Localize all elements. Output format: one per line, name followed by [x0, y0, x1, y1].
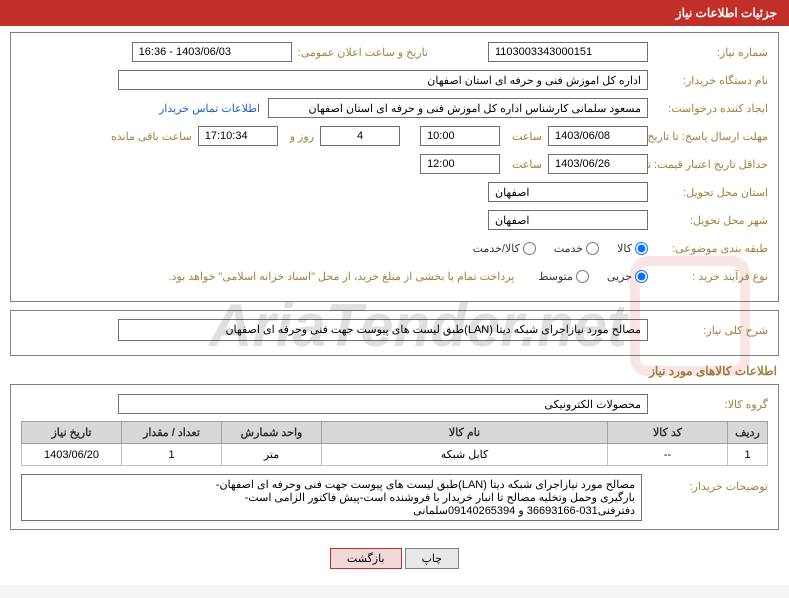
time-label-2: ساعت — [506, 158, 542, 171]
cell-name: کابل شبکه — [322, 444, 608, 466]
cell-idx: 1 — [728, 444, 768, 466]
table-row: 1 -- کابل شبکه متر 1 1403/06/20 — [22, 444, 768, 466]
radio-medium[interactable]: متوسط — [538, 270, 589, 283]
col-qty: تعداد / مقدار — [122, 422, 222, 444]
page-title: جزئیات اطلاعات نیاز — [676, 6, 777, 20]
need-no-label: شماره نیاز: — [648, 46, 768, 59]
time-label-1: ساعت — [506, 130, 542, 143]
radio-goods[interactable]: کالا — [617, 242, 648, 255]
goods-section: گروه کالا: محصولات الکترونیکی ردیف کد کا… — [10, 384, 779, 530]
category-label: طبقه بندی موضوعی: — [648, 242, 768, 255]
summary-section: شرح کلی نیاز: مصالح مورد نیازاجرای شبکه … — [10, 310, 779, 356]
page-header: جزئیات اطلاعات نیاز — [0, 0, 789, 26]
buyer-org-label: نام دستگاه خریدار: — [648, 74, 768, 87]
cell-unit: متر — [222, 444, 322, 466]
cell-code: -- — [608, 444, 728, 466]
table-header-row: ردیف کد کالا نام کالا واحد شمارش تعداد /… — [22, 422, 768, 444]
col-unit: واحد شمارش — [222, 422, 322, 444]
cell-qty: 1 — [122, 444, 222, 466]
buy-type-radio-group: جزیی متوسط — [524, 270, 648, 283]
min-valid-time-field: 12:00 — [420, 154, 500, 174]
radio-small-input[interactable] — [635, 270, 648, 283]
reply-deadline-label: مهلت ارسال پاسخ: تا تاریخ: — [648, 130, 768, 143]
buyer-notes-label: توضیحات خریدار: — [648, 474, 768, 493]
main-info-section: شماره نیاز: 1103003343000151 تاریخ و ساع… — [10, 32, 779, 302]
goods-info-title: اطلاعات کالاهای مورد نیاز — [12, 364, 777, 378]
summary-field: مصالح مورد نیازاجرای شبکه دیتا (LAN)طبق … — [118, 319, 648, 341]
col-name: نام کالا — [322, 422, 608, 444]
days-label: روز و — [284, 130, 314, 143]
button-row: چاپ بازگشت — [10, 538, 779, 579]
col-code: کد کالا — [608, 422, 728, 444]
col-date: تاریخ نیاز — [22, 422, 122, 444]
radio-both[interactable]: کالا/خدمت — [473, 242, 536, 255]
buyer-notes-field: مصالح مورد نیازاجرای شبکه دیتا (LAN)طبق … — [21, 474, 642, 521]
days-remaining-field: 4 — [320, 126, 400, 146]
print-button[interactable]: چاپ — [405, 548, 460, 569]
reply-time-field: 10:00 — [420, 126, 500, 146]
delivery-province-label: استان محل تحویل: — [648, 186, 768, 199]
radio-service[interactable]: خدمت — [554, 242, 599, 255]
buyer-org-field: اداره کل اموزش فنی و حرفه ای استان اصفها… — [118, 70, 648, 90]
contact-buyer-link[interactable]: اطلاعات تماس خریدار — [159, 102, 260, 115]
need-no-field: 1103003343000151 — [488, 42, 648, 62]
min-valid-label: حداقل تاریخ اعتبار قیمت: تا تاریخ: — [648, 158, 768, 171]
category-radio-group: کالا خدمت کالا/خدمت — [459, 242, 648, 255]
payment-note: پرداخت تمام یا بخشی از مبلغ خرید، از محل… — [169, 270, 515, 283]
group-field: محصولات الکترونیکی — [118, 394, 648, 414]
announce-label: تاریخ و ساعت اعلان عمومی: — [292, 46, 428, 59]
goods-table: ردیف کد کالا نام کالا واحد شمارش تعداد /… — [21, 421, 768, 466]
summary-label: شرح کلی نیاز: — [648, 324, 768, 337]
buy-type-label: نوع فرآیند خرید : — [648, 270, 768, 283]
delivery-city-field: اصفهان — [488, 210, 648, 230]
col-idx: ردیف — [728, 422, 768, 444]
radio-medium-input[interactable] — [576, 270, 589, 283]
radio-both-input[interactable] — [523, 242, 536, 255]
radio-goods-input[interactable] — [635, 242, 648, 255]
remaining-label: ساعت باقی مانده — [105, 130, 192, 143]
reply-date-field: 1403/06/08 — [548, 126, 648, 146]
delivery-city-label: شهر محل تحویل: — [648, 214, 768, 227]
cell-date: 1403/06/20 — [22, 444, 122, 466]
min-valid-date-field: 1403/06/26 — [548, 154, 648, 174]
delivery-province-field: اصفهان — [488, 182, 648, 202]
requester-label: ایجاد کننده درخواست: — [648, 102, 768, 115]
announce-field: 1403/06/03 - 16:36 — [132, 42, 292, 62]
radio-service-input[interactable] — [586, 242, 599, 255]
back-button[interactable]: بازگشت — [330, 548, 402, 569]
radio-small[interactable]: جزیی — [607, 270, 648, 283]
group-label: گروه کالا: — [648, 398, 768, 411]
time-remaining-field: 17:10:34 — [198, 126, 278, 146]
requester-field: مسعود سلمانی کارشناس اداره کل اموزش فنی … — [268, 98, 648, 118]
